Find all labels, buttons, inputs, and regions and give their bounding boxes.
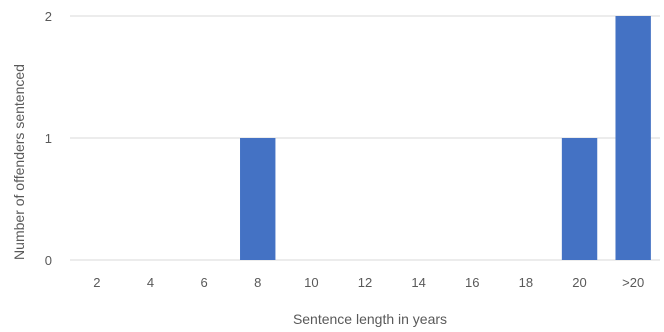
- y-axis-label: Number of offenders sentenced: [11, 64, 27, 260]
- bar-8: [240, 138, 276, 260]
- x-tick-label: 12: [358, 275, 372, 290]
- x-tick-label: >20: [622, 275, 644, 290]
- x-tick-label: 6: [200, 275, 207, 290]
- x-axis-label: Sentence length in years: [293, 311, 447, 327]
- gridlines: [70, 15, 660, 261]
- x-tick-label: 20: [572, 275, 586, 290]
- bar-gt20: [615, 16, 651, 260]
- x-tick-label: 8: [254, 275, 261, 290]
- x-axis-ticks: 2 4 6 8 10 12 14 16 18 20 >20: [93, 275, 644, 290]
- bars: [240, 16, 651, 260]
- y-tick-label: 1: [45, 131, 52, 146]
- x-tick-label: 10: [304, 275, 318, 290]
- y-tick-label: 2: [45, 9, 52, 24]
- x-tick-label: 16: [465, 275, 479, 290]
- x-tick-label: 4: [147, 275, 154, 290]
- x-tick-label: 14: [411, 275, 425, 290]
- x-tick-label: 2: [93, 275, 100, 290]
- y-tick-label: 0: [45, 253, 52, 268]
- bar-20: [561, 138, 598, 260]
- y-axis-ticks: 0 1 2: [45, 9, 52, 268]
- x-tick-label: 18: [519, 275, 533, 290]
